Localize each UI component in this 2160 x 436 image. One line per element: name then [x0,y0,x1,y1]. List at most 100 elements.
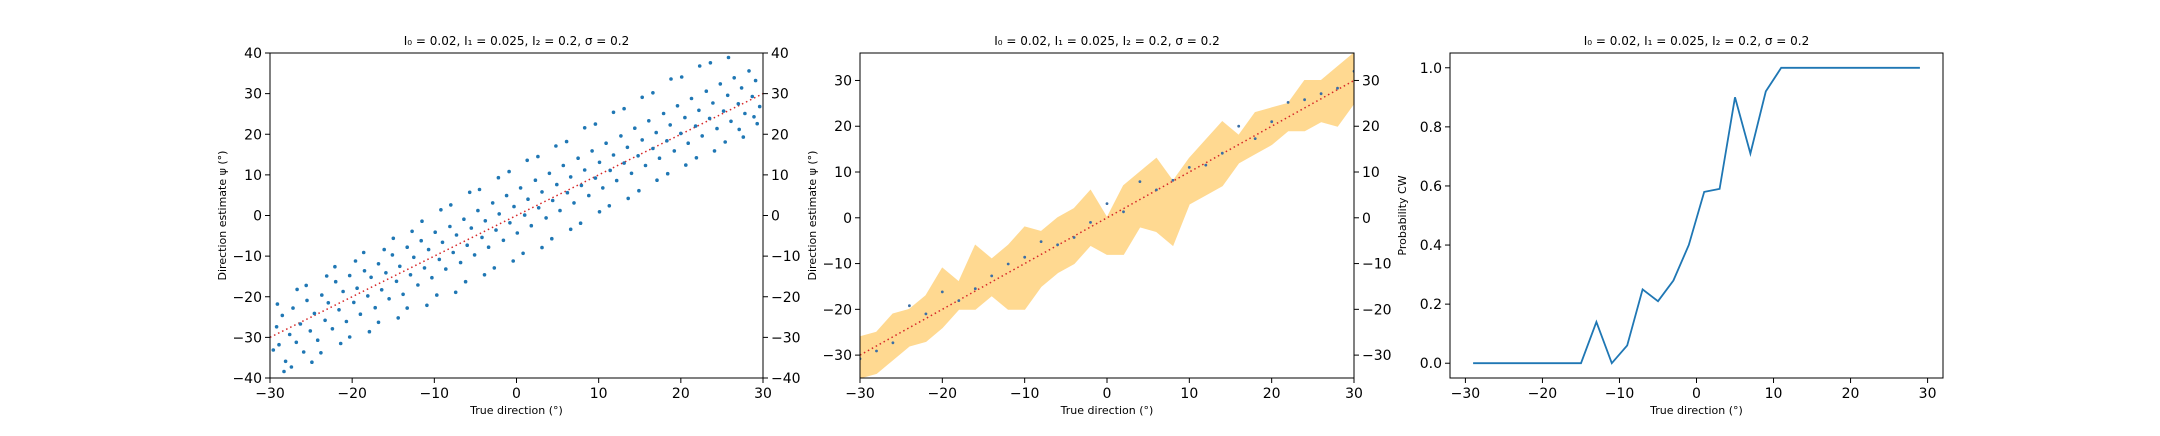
scatter-point [454,233,459,237]
mean-point [924,312,928,316]
x-tick-label: −10 [1605,386,1635,402]
right-y-tick-label: 30 [771,87,789,103]
scatter-point [444,267,448,271]
scatter-point [330,327,335,331]
scatter-point [448,224,452,229]
scatter-point [410,229,414,234]
scatter-point [308,329,313,333]
scatter-point [729,119,733,124]
scatter-point [753,78,758,83]
scatter-point [651,146,655,151]
y-tick-label: 0.2 [1420,297,1442,313]
scatter-point [739,86,744,90]
chart-title: I₀ = 0.02, I₁ = 0.025, I₂ = 0.2, σ = 0.2 [404,34,630,48]
scatter-point [463,279,468,284]
scatter-point [536,206,541,210]
mean-point [1286,101,1290,104]
scatter-point [282,369,286,374]
mean-point [891,341,895,345]
scatter-point [426,247,431,252]
scatter-point [298,322,303,326]
scatter-point [326,301,331,305]
scatter-point [382,247,387,252]
x-tick-label: 30 [1345,386,1363,402]
scatter-point [341,289,345,294]
x-axis-label: True direction (°) [1649,404,1743,417]
scatter-point [572,201,576,205]
scatter-point [439,208,443,212]
x-tick-label: 0 [1103,386,1112,402]
scatter-point [274,325,279,329]
scatter-point [504,193,509,198]
scatter-point [694,156,699,160]
scatter-point [462,217,466,221]
scatter-point [651,91,655,95]
scatter-point [398,264,402,269]
scatter-point [376,262,381,266]
scatter-point [686,141,690,145]
mean-point [875,349,878,353]
scatter-point [593,122,598,126]
mean-point [1039,240,1043,244]
scatter-point [721,109,726,113]
scatter-point [379,288,384,292]
scatter-point [486,245,491,249]
y-tick-label: 1.0 [1420,61,1442,77]
right-y-tick-label: 10 [771,168,789,184]
scatter-point [697,64,702,68]
scatter-point [482,273,487,277]
scatter-point [633,126,637,130]
probability-line [1473,66,1920,365]
mean-point [1319,92,1323,96]
scatter-point [582,126,587,130]
y-tick-label: 0 [253,209,262,225]
scatter-point [324,274,329,278]
scatter-point [555,182,559,187]
scatter-point [515,231,520,235]
scatter-point [715,126,719,131]
scatter-point [338,341,343,346]
y-tick-label: 30 [244,87,262,103]
scatter-point [647,119,651,123]
scatter-point [465,243,470,247]
scatter-point [568,227,573,232]
scatter-point [750,94,755,99]
x-tick-label: −30 [1451,386,1481,402]
scatter-point [387,297,391,301]
scatter-point [611,153,616,157]
x-tick-label: 20 [1263,386,1281,402]
scatter-point [732,76,736,80]
scatter-point [305,298,309,303]
scatter-point [312,311,317,316]
y-tick-label: −40 [232,371,262,387]
scatter-point [483,219,488,223]
right-y-tick-label: −30 [771,330,801,346]
chart-title: I₀ = 0.02, I₁ = 0.025, I₂ = 0.2, σ = 0.2 [994,34,1220,48]
scatter-point [726,55,731,60]
scatter-point [401,292,405,297]
scatter-point [384,271,388,275]
scatter-point [497,212,502,216]
mean-point [990,274,994,278]
y-tick-label: 0.4 [1420,238,1442,254]
scatter-point [590,149,594,153]
scatter-point [353,259,358,263]
scatter-point [522,213,527,217]
y-tick-label: 40 [244,46,262,62]
confidence-band [860,53,1354,378]
scatter-point [480,235,484,240]
scatter-point [654,130,658,135]
y-axis-label: Direction estimate ψ (°) [216,151,229,281]
scatter-point [679,131,683,136]
scatter-point [550,236,554,241]
scatter-point [547,171,552,176]
scatter-point [619,134,623,138]
scatter-point [576,156,580,160]
y-tick-label: −20 [822,302,852,318]
scatter-point [579,183,584,188]
mean-point [1336,86,1339,90]
right-y-tick-label: −20 [771,290,801,306]
scatter-point [376,320,381,325]
scatter-point [578,221,583,225]
